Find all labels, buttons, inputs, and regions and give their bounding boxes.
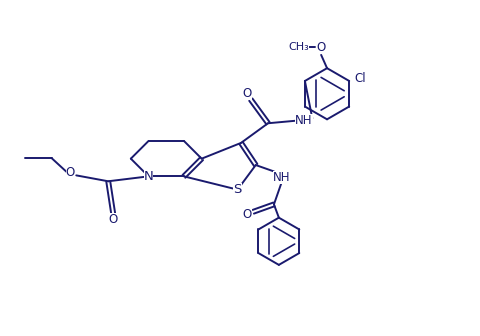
Text: Cl: Cl bbox=[353, 72, 365, 85]
Text: O: O bbox=[242, 87, 251, 100]
Text: S: S bbox=[233, 183, 241, 196]
Text: NH: NH bbox=[272, 171, 289, 184]
Text: O: O bbox=[108, 213, 118, 226]
Text: N: N bbox=[144, 170, 153, 183]
Text: NH: NH bbox=[295, 114, 312, 127]
Text: O: O bbox=[316, 41, 325, 53]
Text: O: O bbox=[242, 208, 252, 221]
Text: O: O bbox=[66, 166, 75, 179]
Text: CH₃: CH₃ bbox=[288, 42, 309, 52]
